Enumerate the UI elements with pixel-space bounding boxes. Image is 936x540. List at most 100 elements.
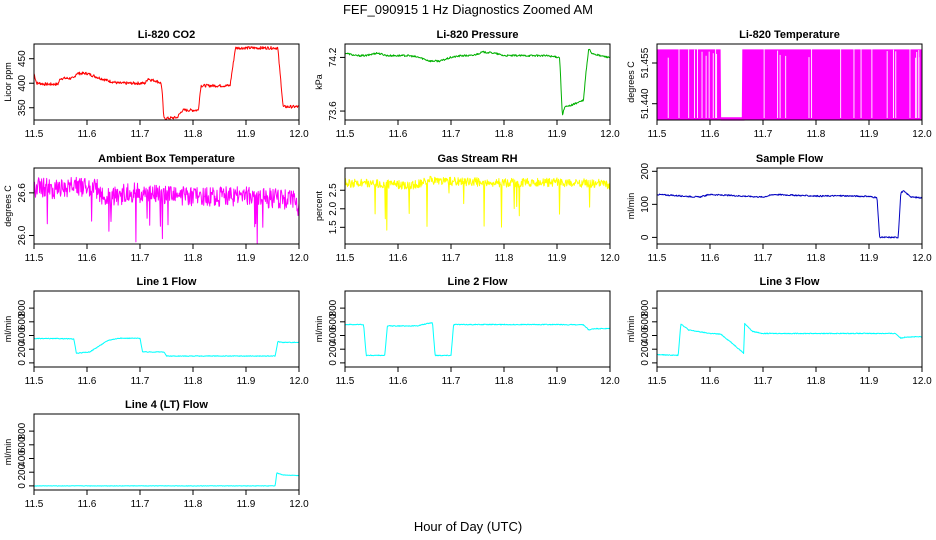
y-tick-label: 800 [640,299,651,316]
panel-title: Gas Stream RH [437,153,517,165]
series-line [33,176,300,245]
y-axis-label: ml/min [3,439,13,466]
x-tick-label: 11.8 [184,129,203,140]
y-tick-label: 800 [328,299,339,316]
x-tick-label: 12.0 [912,376,932,387]
x-tick-label: 11.8 [495,129,514,140]
y-tick-label: 800 [17,422,28,439]
series-line [33,472,300,487]
panel-title: Li-820 Pressure [437,29,519,41]
y-tick-label: 350 [17,99,28,116]
y-tick-label: 0 [640,234,651,240]
panel-5: Sample Flow ml/min 11.5 11.6 11.7 11.8 11.9 12.… [626,153,932,264]
plot-frame [344,290,611,368]
y-tick-label: 74.2 [328,47,339,67]
y-tick-label: 200 [328,340,339,357]
x-tick-label: 12.0 [289,376,309,387]
x-tick-label: 11.7 [131,253,150,264]
y-axis-label: ml/min [626,193,636,220]
series-line [344,48,611,116]
panel-title: Line 3 Flow [760,276,820,288]
panel-title: Line 2 Flow [448,276,508,288]
x-tick-label: 11.8 [807,129,826,140]
y-tick-label: 400 [328,327,339,344]
plot-frame [344,43,611,121]
x-tick-label: 12.0 [912,129,932,140]
panel-grid: Li-820 CO2 Licor ppm 11.5 11.6 11.7 11.8 11.9 1… [3,29,932,510]
plot-frame [33,167,300,245]
x-tick-label: 11.5 [648,129,667,140]
x-tick-label: 11.9 [860,376,879,387]
panel-0: Li-820 CO2 Licor ppm 11.5 11.6 11.7 11.8 11.9 1… [3,29,309,140]
x-tick-label: 11.7 [754,253,773,264]
y-tick-label: 400 [17,450,28,467]
x-tick-label: 11.5 [25,376,44,387]
x-tick-label: 11.6 [78,129,97,140]
y-tick-label: 200 [17,463,28,480]
y-axis-label: degrees C [3,185,13,227]
y-axis-label: ml/min [314,316,324,343]
panel-title: Line 1 Flow [137,276,197,288]
x-tick-label: 11.9 [860,253,879,264]
panel-3: Ambient Box Temperature degrees C 11.5 11.6… [3,153,309,264]
x-tick-label: 11.9 [237,253,256,264]
plot-frame [344,167,611,245]
y-tick-label: 200 [640,340,651,357]
y-tick-label: 200 [640,163,651,180]
x-tick-label: 12.0 [289,499,309,510]
x-tick-label: 11.5 [25,129,44,140]
series-line [656,190,923,239]
x-tick-label: 12.0 [600,129,620,140]
x-tick-label: 12.0 [289,253,309,264]
x-tick-label: 11.6 [389,253,408,264]
x-tick-label: 12.0 [289,129,309,140]
y-axis-label: Licor ppm [3,62,13,102]
panel-title: Sample Flow [756,153,824,165]
y-tick-label: 51.455 [640,47,651,78]
panel-title: Li-820 CO2 [138,29,195,41]
panel-9: Line 4 (LT) Flow ml/min 11.5 11.6 11.7 11.8 11… [3,399,309,510]
x-tick-label: 11.7 [754,376,773,387]
y-axis-label: ml/min [626,316,636,343]
x-tick-label: 11.5 [25,499,44,510]
plot-frame [33,290,300,368]
figure-xlabel: Hour of Day (UTC) [414,519,522,534]
panel-title: Ambient Box Temperature [98,153,235,165]
x-tick-label: 11.5 [648,253,667,264]
x-tick-label: 12.0 [600,376,620,387]
plot-frame [656,290,923,368]
y-tick-label: 200 [17,340,28,357]
series-area [657,49,922,120]
x-tick-label: 11.9 [548,376,567,387]
y-tick-label: 73.6 [328,101,339,121]
panel-4: Gas Stream RH percent 11.5 11.6 11.7 11.8 11.9… [314,153,620,264]
x-tick-label: 11.8 [495,253,514,264]
plot-frame [656,167,923,245]
x-tick-label: 11.8 [807,253,826,264]
x-tick-label: 11.6 [389,376,408,387]
panel-8: Line 3 Flow ml/min 11.5 11.6 11.7 11.8 11.9 12.… [626,276,932,387]
panel-title: Line 4 (LT) Flow [125,399,208,411]
y-tick-label: 600 [328,313,339,330]
x-tick-label: 11.7 [131,376,150,387]
y-tick-label: 0 [17,360,28,366]
series-line [33,46,300,121]
x-tick-label: 11.6 [701,129,720,140]
x-tick-label: 11.6 [78,376,97,387]
x-tick-label: 11.9 [237,376,256,387]
x-tick-label: 11.8 [184,253,203,264]
y-tick-label: 51.440 [640,88,651,119]
y-tick-label: 600 [17,436,28,453]
y-tick-label: 0 [640,360,651,366]
series-line [656,322,923,357]
x-tick-label: 11.7 [754,129,773,140]
x-tick-label: 11.9 [548,253,567,264]
x-tick-label: 11.7 [442,129,461,140]
x-tick-label: 11.7 [442,253,461,264]
series-line [345,322,611,357]
x-tick-label: 11.5 [336,129,355,140]
x-tick-label: 11.5 [648,376,667,387]
y-axis-label: ml/min [3,316,13,343]
series-line [344,175,611,231]
